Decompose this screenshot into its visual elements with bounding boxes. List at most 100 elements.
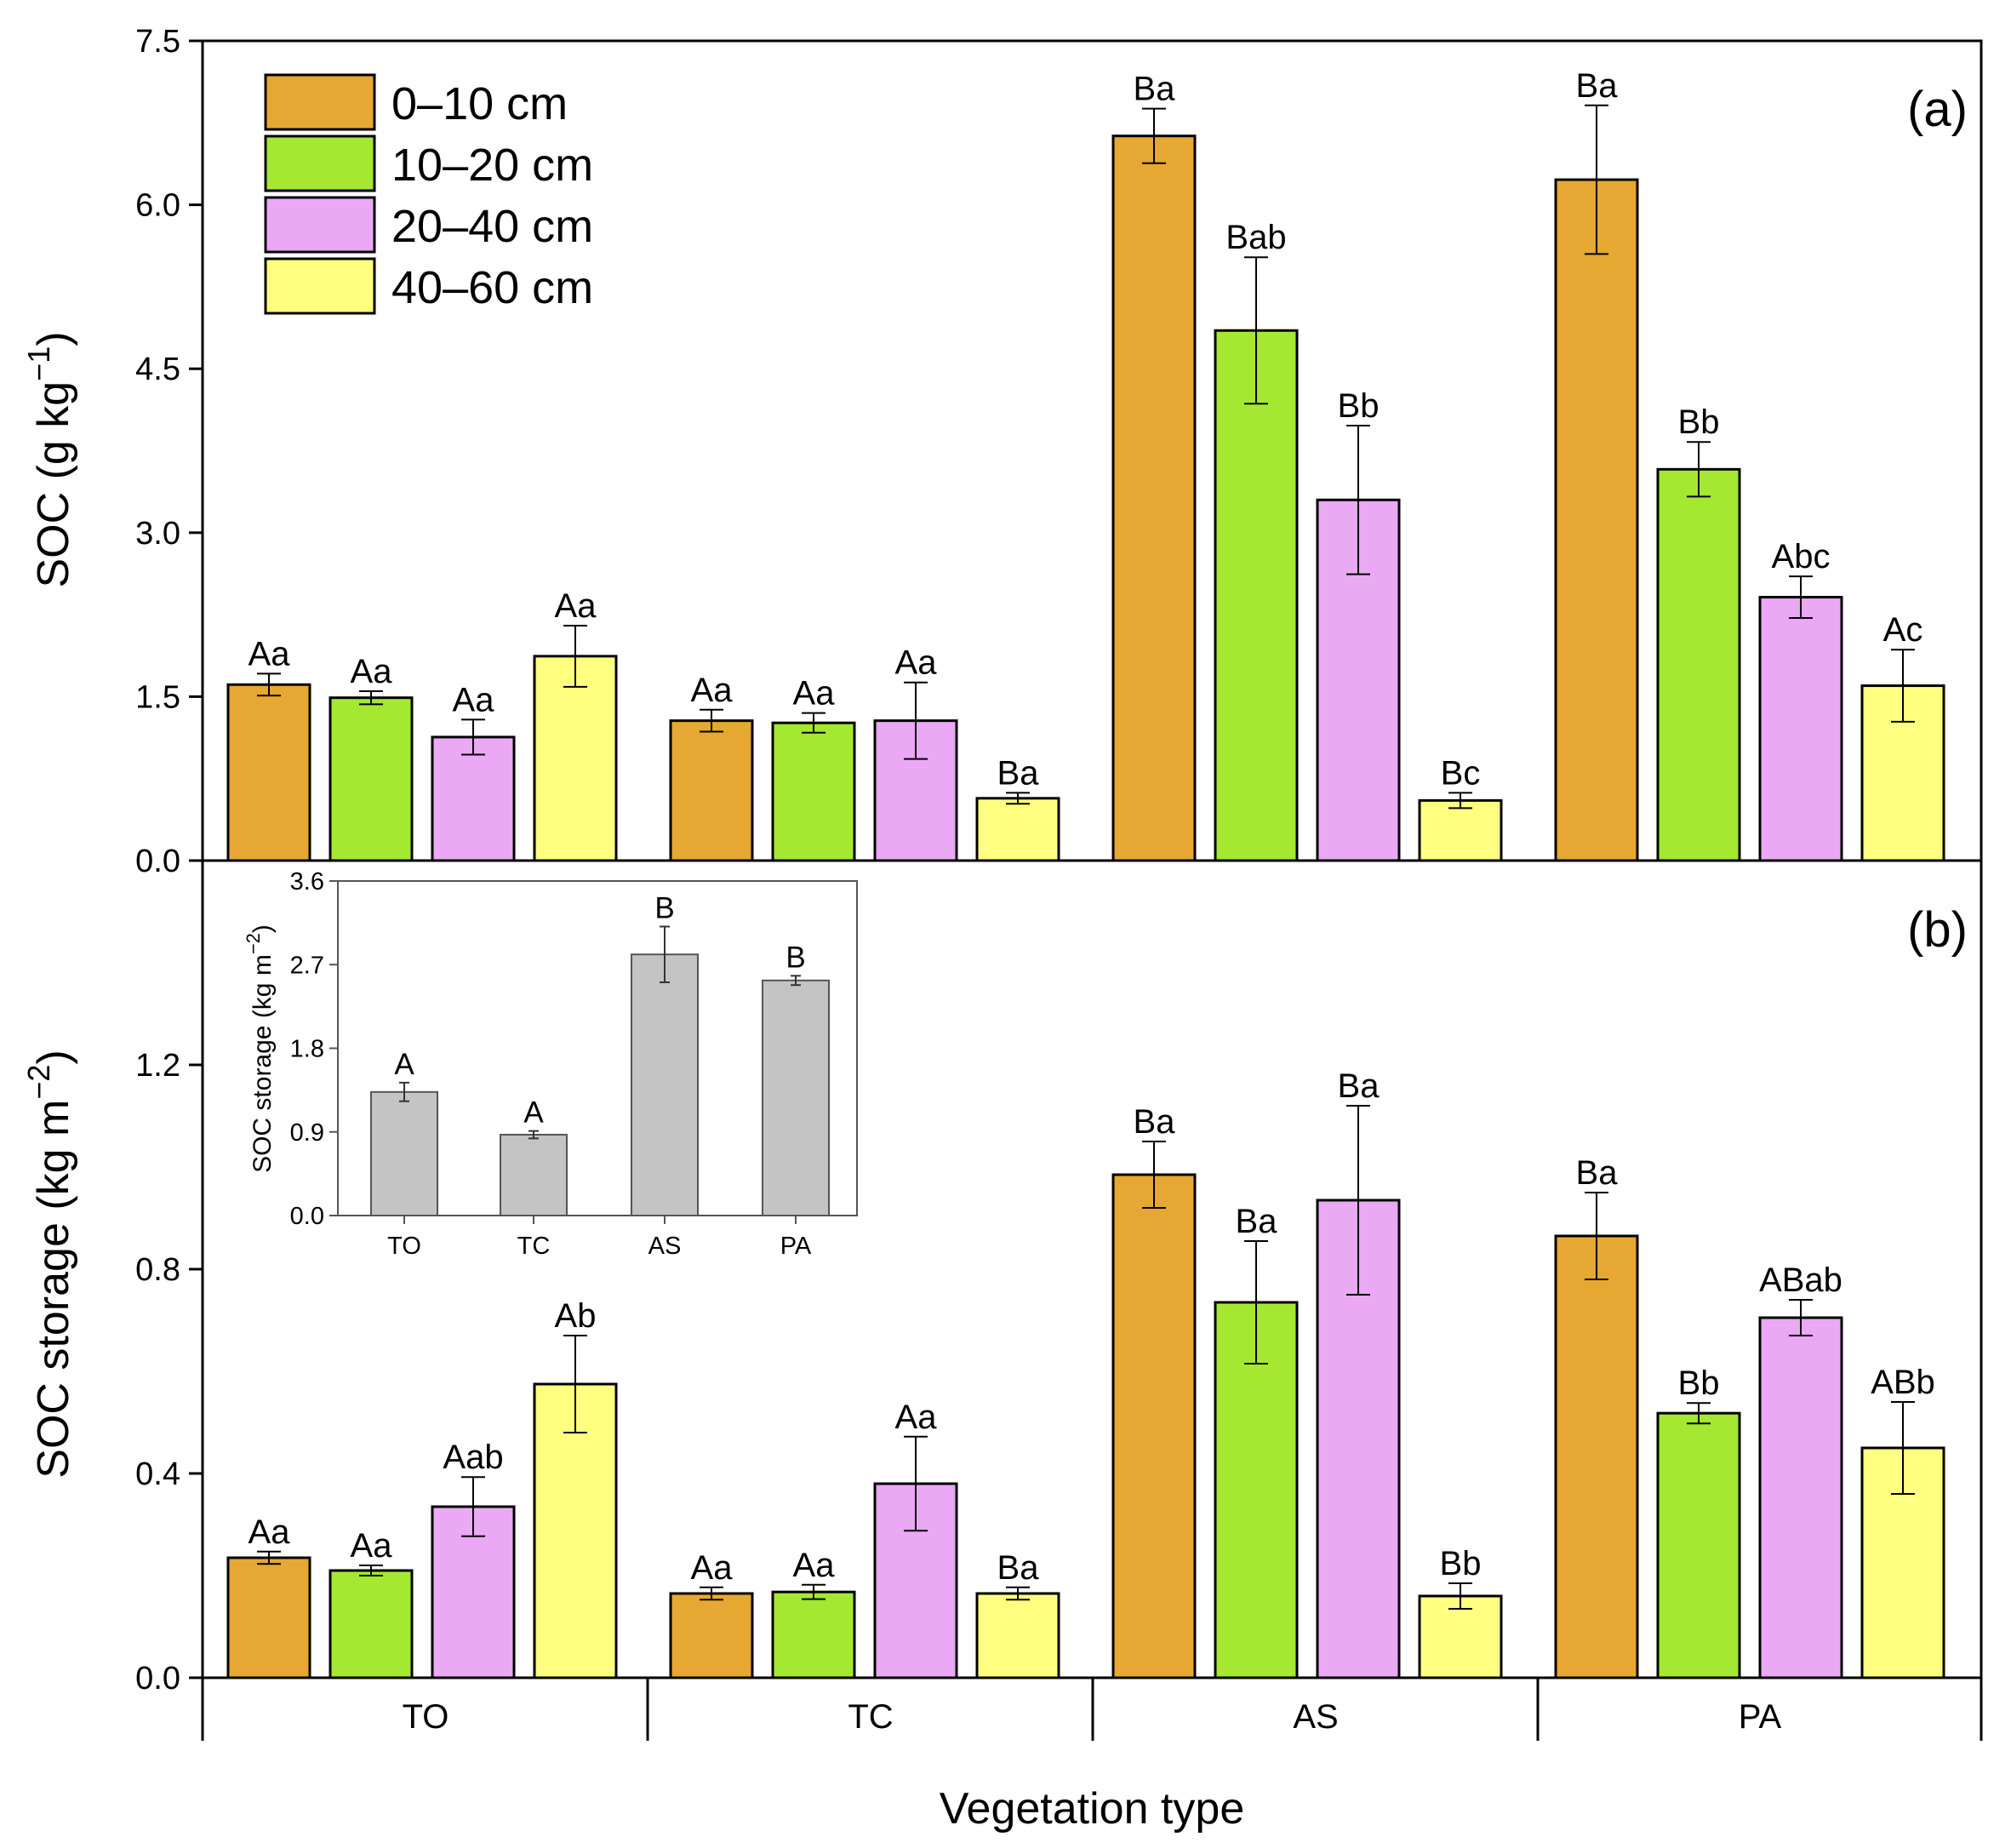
panel-a-significance-label-as-0-10: Ba <box>1134 71 1176 108</box>
inset-category-label-pa: PA <box>780 1233 812 1260</box>
inset-y-axis: 0.0 0.9 1.8 2.7 3.6 <box>290 868 338 1230</box>
panel-a-significance-label-to-40-60: Aa <box>555 587 597 625</box>
panel-a-bar-as-10-20 <box>1214 329 1299 862</box>
inset-x-axis: TO TC AS PA <box>387 1216 812 1260</box>
legend-label-0-10: 0–10 cm <box>391 78 568 129</box>
panel-a-significance-label-pa-0-10: Ba <box>1576 67 1619 105</box>
panel-b-significance-label-as-0-10: Ba <box>1134 1103 1176 1141</box>
inset-y-title-close: ) <box>249 924 277 933</box>
panel-a-bar-as-0-10 <box>1111 134 1197 862</box>
panel-a-significance-label-tc-40-60: Ba <box>997 754 1040 792</box>
panel-a-bar-pa-0-10 <box>1554 178 1639 862</box>
inset-y-tick-label: 0.0 <box>290 1203 324 1230</box>
inset-significance-label-as: B <box>654 891 674 924</box>
panel-b-label: (b) <box>1907 902 1968 958</box>
panel-b-significance-label-pa-20-40: ABab <box>1759 1262 1842 1299</box>
panel-b-y-title-main: SOC storage (kg m <box>29 1100 78 1479</box>
inset-bars: A A B B <box>370 891 830 1217</box>
panel-a-significance-label-to-0-10: Aa <box>249 635 291 672</box>
panel-b-significance-label-tc-40-60: Ba <box>997 1549 1040 1587</box>
inset-significance-label-to: A <box>394 1048 414 1081</box>
panel-b-bar-pa-10-20 <box>1656 1411 1741 1679</box>
panel-a-y-tick-label: 7.5 <box>135 24 180 60</box>
inset-y-tick-label: 0.9 <box>290 1119 324 1147</box>
panel-a-significance-label-pa-10-20: Bb <box>1678 403 1720 441</box>
panel-b-bar-as-0-10 <box>1111 1173 1197 1679</box>
inset-y-axis-title: SOC storage (kg m−2) <box>243 924 277 1173</box>
legend-label-20-40: 20–40 cm <box>391 201 593 252</box>
panel-b-bar-tc-10-20 <box>771 1590 856 1679</box>
legend-swatch-10-20 <box>264 134 376 192</box>
panel-b-bar-tc-0-10 <box>669 1592 754 1679</box>
category-label-to: TO <box>403 1698 449 1736</box>
inset-y-title-sup: −2 <box>243 933 264 954</box>
panel-a-y-title-sup: −1 <box>21 346 56 381</box>
inset-bar-to <box>370 1090 438 1217</box>
panel-b-y-tick-label: 1.2 <box>135 1048 180 1084</box>
panel-b: 0.0 0.4 0.8 1.2 Aa Aa Ba Ba Aa Aa Ba Bb Aab Aa Ba ABab… <box>21 859 1983 1696</box>
panel-b-bar-pa-0-10 <box>1554 1234 1639 1679</box>
panel-a-bar-to-10-20 <box>329 696 414 862</box>
inset-category-label-as: AS <box>648 1233 682 1260</box>
x-axis: TO TC AS PA Vegetation type <box>201 1678 1983 1834</box>
inset-bar-as <box>631 953 699 1217</box>
panel-a-significance-label-as-20-40: Bb <box>1338 387 1380 425</box>
panel-b-significance-label-as-10-20: Ba <box>1236 1203 1278 1240</box>
panel-b-bar-pa-20-40 <box>1758 1316 1843 1679</box>
panel-b-y-tick-label: 0.0 <box>135 1661 180 1696</box>
x-axis-title: Vegetation type <box>940 1784 1245 1834</box>
inset-significance-label-tc: A <box>523 1096 544 1130</box>
inset-bar-pa <box>762 979 830 1217</box>
panel-a-significance-label-tc-0-10: Aa <box>691 672 734 709</box>
category-label-tc: TC <box>848 1698 893 1736</box>
inset-chart: 0.0 0.9 1.8 2.7 3.6 A A B B SOC storage (kg m−2… <box>243 868 858 1260</box>
panel-b-y-title-sup: −2 <box>21 1065 56 1100</box>
panel-b-significance-label-pa-10-20: Bb <box>1678 1365 1720 1402</box>
panel-a-bar-pa-10-20 <box>1656 467 1741 862</box>
panel-a-significance-label-as-10-20: Bab <box>1225 219 1286 256</box>
panel-a-y-tick-label: 3.0 <box>135 516 180 552</box>
panel-b-bar-to-10-20 <box>329 1569 414 1679</box>
panel-b-bar-tc-40-60 <box>975 1592 1060 1679</box>
panel-b-significance-label-pa-40-60: ABb <box>1871 1364 1935 1401</box>
panel-a-y-tick-label: 6.0 <box>135 188 180 224</box>
panel-a-y-tick-label: 0.0 <box>135 844 180 879</box>
legend-swatch-20-40 <box>264 196 376 254</box>
panel-b-bar-as-10-20 <box>1214 1301 1299 1679</box>
inset-category-label-to: TO <box>387 1233 421 1260</box>
inset-significance-label-pa: B <box>786 941 805 974</box>
panel-a-y-title-main: SOC (g kg <box>29 381 78 588</box>
panel-b-y-tick-label: 0.4 <box>135 1456 180 1492</box>
panel-b-bars: Aa Aa Ba Ba Aa Aa Ba Bb Aab Aa Ba ABab Ab Ba Bb ABb <box>226 1067 1945 1679</box>
panel-a-bar-tc-10-20 <box>771 721 856 862</box>
inset-y-tick-label: 1.8 <box>290 1036 324 1063</box>
panel-a-y-axis-title: SOC (g kg−1) <box>21 331 78 587</box>
panel-a-significance-label-to-20-40: Aa <box>453 681 495 718</box>
panel-a-significance-label-pa-40-60: Ac <box>1883 611 1923 649</box>
panel-a-y-title-close: ) <box>29 331 78 346</box>
inset-bar-tc <box>500 1134 568 1217</box>
panel-a-bar-pa-40-60 <box>1860 684 1945 862</box>
panel-a: 0.0 1.5 3.0 4.5 6.0 7.5 Aa Aa Ba Ba Aa Aa Bab Bb Aa Aa… <box>21 24 1983 879</box>
panel-b-significance-label-tc-20-40: Aa <box>895 1399 938 1436</box>
panel-b-bar-as-40-60 <box>1418 1594 1503 1679</box>
legend: 0–10 cm 10–20 cm 20–40 cm 40–60 cm <box>264 73 593 315</box>
panel-a-bar-as-40-60 <box>1418 798 1503 862</box>
panel-a-y-tick-label: 1.5 <box>135 679 180 715</box>
inset-y-tick-label: 2.7 <box>290 952 324 979</box>
legend-label-10-20: 10–20 cm <box>391 140 593 191</box>
panel-a-y-axis: 0.0 1.5 3.0 4.5 6.0 7.5 <box>135 24 203 879</box>
panel-a-significance-label-to-10-20: Aa <box>351 653 393 690</box>
panel-b-y-axis-title: SOC storage (kg m−2) <box>21 1050 78 1478</box>
panel-b-significance-label-pa-0-10: Ba <box>1576 1154 1619 1192</box>
panel-a-y-tick-label: 4.5 <box>135 352 180 387</box>
panel-a-significance-label-tc-10-20: Aa <box>793 675 836 712</box>
legend-swatch-0-10 <box>264 73 376 131</box>
panel-a-significance-label-tc-20-40: Aa <box>895 644 938 682</box>
inset-y-tick-label: 3.6 <box>290 868 324 895</box>
panel-a-bar-to-20-40 <box>431 735 516 862</box>
panel-a-bar-to-40-60 <box>533 655 618 862</box>
panel-b-y-title-close: ) <box>29 1050 78 1064</box>
panel-a-bar-tc-40-60 <box>975 797 1060 862</box>
